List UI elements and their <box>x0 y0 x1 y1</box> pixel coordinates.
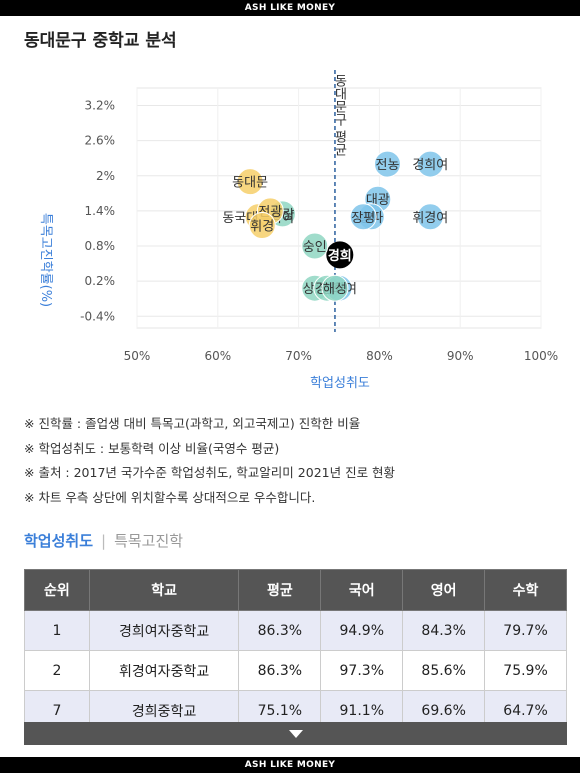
data-point: 동대문 <box>232 168 268 196</box>
point-label: 숭인 <box>303 240 327 255</box>
point-marker <box>326 241 354 269</box>
data-point: 숭인 <box>301 232 329 260</box>
note-line: ※ 학업성취도 : 보통학력 이상 비율(국영수 평균) <box>24 440 280 456</box>
tab-achievement[interactable]: 학업성취도 <box>24 532 94 550</box>
data-point: 경희여 <box>412 150 448 178</box>
table-row: 2 휘경여자중학교 86.3% 97.3% 85.6% 75.9% <box>24 650 567 691</box>
y-tick-label: 0.8% <box>85 239 116 253</box>
x-tick-label: 90% <box>447 349 474 363</box>
x-tick-label: 80% <box>366 349 393 363</box>
page-title: 동대문구 중학교 분석 <box>24 31 177 51</box>
point-label: 전농 <box>376 158 400 173</box>
data-point: 경희 <box>326 241 354 269</box>
point-marker <box>321 274 349 302</box>
data-point: 해성 <box>321 274 349 302</box>
point-label: 동대문 <box>232 176 268 191</box>
y-tick-label: 1.4% <box>85 204 116 218</box>
table-row: 1 경희여자중학교 86.3% 94.9% 84.3% 79.7% <box>24 610 567 651</box>
cell-school: 경희여자중학교 <box>88 610 240 651</box>
point-label: 경희여 <box>412 158 448 173</box>
header-rank: 순위 <box>24 569 90 611</box>
cell-average: 86.3% <box>238 650 322 691</box>
point-marker <box>373 150 401 178</box>
point-marker <box>416 203 444 231</box>
data-point: 휘경 <box>248 212 276 240</box>
data-point: 휘경여 <box>412 203 448 231</box>
point-label: 장평 <box>351 211 375 226</box>
tab-separator: | <box>101 532 107 550</box>
y-tick-label: 2.6% <box>85 134 116 148</box>
y-tick-label: 2% <box>96 169 115 183</box>
point-marker <box>248 212 276 240</box>
point-marker <box>236 168 264 196</box>
cell-rank: 1 <box>24 610 90 651</box>
note-line: ※ 차트 우측 상단에 위치할수록 상대적으로 우수합니다. <box>24 489 316 505</box>
cell-average: 86.3% <box>238 610 322 651</box>
point-label: 해성 <box>323 282 347 297</box>
point-label: 휘경 <box>250 220 274 235</box>
y-tick-labels: 3.2% 2.6% 2% 1.4% 0.8% 0.2% -0.4% <box>80 99 115 324</box>
chart-notes: ※ 진학률 : 졸업생 대비 특목고(과학고, 외고국제고) 진학한 비율 ※ … <box>24 412 395 510</box>
x-tick-label: 100% <box>524 349 558 363</box>
x-tick-label: 70% <box>285 349 312 363</box>
cell-math: 75.9% <box>484 650 567 691</box>
top-banner: ASH LIKE MONEY <box>0 0 580 16</box>
note-line: ※ 진학률 : 졸업생 대비 특목고(과학고, 외고국제고) 진학한 비율 <box>24 416 361 431</box>
header-english: 영어 <box>402 569 486 611</box>
cell-korean: 97.3% <box>320 650 404 691</box>
table-header-row: 순위 학교 평균 국어 영어 수학 <box>24 569 567 611</box>
header-average: 평균 <box>238 569 322 611</box>
expand-table-button[interactable] <box>24 722 567 745</box>
header-school: 학교 <box>88 569 240 611</box>
y-tick-label: -0.4% <box>80 309 115 323</box>
bottom-banner: ASH LIKE MONEY <box>0 757 580 773</box>
y-tick-label: 3.2% <box>85 99 116 113</box>
y-tick-label: 0.2% <box>85 274 116 288</box>
tab-bar: 학업성취도 | 특목고진학 <box>24 530 183 551</box>
chart-grid <box>136 87 542 329</box>
header-korean: 국어 <box>320 569 404 611</box>
cell-math: 79.7% <box>484 610 567 651</box>
point-marker <box>349 203 377 231</box>
point-label: 경희 <box>328 248 352 264</box>
point-label: 휘경여 <box>412 211 448 226</box>
x-tick-labels: 50% 60% 70% 80% 90% 100% <box>124 349 558 363</box>
cell-english: 85.6% <box>402 650 486 691</box>
reference-line-label: 동대문구 평균 <box>331 74 346 157</box>
y-axis-label: 특목고진학률(%) <box>38 213 53 307</box>
note-line: ※ 출처 : 2017년 국가수준 학업성취도, 학교알리미 2021년 진로 … <box>24 465 396 480</box>
scatter-chart: 3.2% 2.6% 2% 1.4% 0.8% 0.2% -0.4% 50% 60% 70% 80%… <box>38 70 558 391</box>
data-points: 경희여전농대광휘경여홍파장평경희숭인청량상원경희동대문동국대부속여전광휘경정화여… <box>222 150 448 302</box>
point-marker <box>416 150 444 178</box>
tab-special-school[interactable]: 특목고진학 <box>114 532 184 550</box>
cell-english: 84.3% <box>402 610 486 651</box>
point-marker <box>301 232 329 260</box>
header-math: 수학 <box>484 569 567 611</box>
chevron-down-icon <box>288 729 303 738</box>
cell-korean: 94.9% <box>320 610 404 651</box>
x-tick-label: 50% <box>124 349 151 363</box>
data-point: 전농 <box>373 150 401 178</box>
cell-rank: 2 <box>24 650 90 691</box>
x-tick-label: 60% <box>204 349 231 363</box>
data-point: 장평 <box>349 203 377 231</box>
cell-school: 휘경여자중학교 <box>88 650 240 691</box>
x-axis-label: 학업성취도 <box>310 376 370 391</box>
ranking-table: 순위 학교 평균 국어 영어 수학 1 경희여자중학교 86.3% 94.9% … <box>24 569 567 731</box>
